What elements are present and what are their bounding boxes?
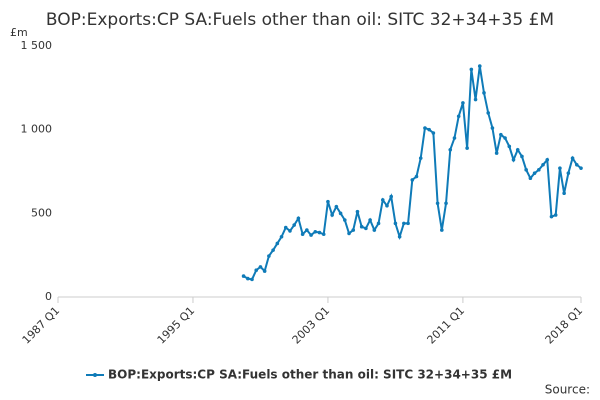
point: [359, 224, 364, 229]
point: [385, 204, 389, 208]
y-tick-label: 0: [45, 290, 52, 303]
point: [406, 221, 410, 226]
y-unit: £m: [10, 26, 28, 39]
point: [431, 131, 436, 135]
point: [515, 147, 520, 152]
point: [541, 163, 545, 167]
y-tick-label: 1 500: [21, 39, 53, 52]
point: [262, 269, 267, 273]
point: [553, 213, 558, 217]
point: [372, 228, 377, 232]
line: [243, 65, 582, 281]
point: [558, 166, 562, 170]
point: [477, 64, 482, 68]
point: [537, 168, 541, 172]
point: [511, 157, 516, 162]
point: [499, 132, 503, 137]
point: [351, 228, 356, 232]
x-tick-label: 2018 Q1: [543, 304, 586, 347]
point: [456, 114, 461, 119]
point: [271, 248, 275, 252]
point: [503, 136, 507, 140]
x-tick-label: 2003 Q1: [290, 304, 333, 347]
point: [482, 91, 486, 95]
point: [440, 228, 444, 232]
point: [258, 265, 263, 269]
point: [402, 221, 406, 226]
point: [461, 101, 465, 105]
point: [317, 230, 322, 235]
point: [254, 268, 259, 273]
x-tick-label: 2011 Q1: [425, 304, 468, 347]
point: [368, 218, 372, 222]
point: [486, 111, 491, 115]
point: [528, 176, 533, 180]
point: [296, 216, 301, 221]
point: [423, 126, 427, 130]
point: [250, 277, 254, 282]
point: [465, 146, 469, 150]
y-tick-label: 1 000: [21, 123, 53, 136]
point: [283, 225, 288, 230]
point: [380, 198, 385, 202]
point: [393, 221, 398, 226]
point: [579, 166, 583, 170]
point: [566, 171, 571, 175]
point: [448, 147, 453, 152]
chart-title: BOP:Exports:CP SA:Fuels other than oil: …: [46, 10, 554, 30]
point: [490, 126, 495, 130]
point: [562, 191, 566, 196]
point: [313, 229, 318, 234]
point: [452, 136, 457, 140]
point: [545, 157, 550, 162]
point: [321, 232, 326, 237]
point: [330, 213, 334, 217]
point: [473, 97, 478, 102]
x-tick-label: 1987 Q1: [20, 304, 63, 347]
point: [364, 226, 368, 231]
point: [275, 241, 280, 246]
point: [267, 254, 271, 258]
point: [355, 209, 360, 214]
point: [389, 194, 394, 199]
point: [397, 234, 402, 239]
point: [494, 151, 499, 155]
point: [347, 231, 351, 236]
point: [343, 218, 347, 222]
point: [309, 233, 313, 237]
x-tick-label: 1995 Q1: [155, 304, 198, 347]
point: [418, 156, 423, 160]
point: [532, 171, 537, 175]
point: [338, 211, 343, 216]
source: Source:: [545, 383, 590, 397]
point: [410, 178, 415, 182]
point: [241, 274, 246, 278]
point: [507, 144, 512, 149]
point: [427, 127, 431, 132]
point: [279, 234, 284, 239]
legend-label: BOP:Exports:CP SA:Fuels other than oil: …: [108, 368, 512, 382]
point: [435, 201, 440, 206]
point: [469, 67, 474, 72]
point: [326, 199, 330, 204]
point: [444, 201, 448, 206]
point: [292, 223, 296, 227]
point: [334, 204, 339, 209]
legend-point: [93, 373, 97, 377]
point: [524, 168, 528, 172]
point: [549, 214, 554, 219]
point: [574, 163, 579, 167]
point: [376, 221, 381, 226]
point: [288, 229, 292, 233]
point: [570, 156, 575, 160]
point: [300, 232, 305, 237]
point: [245, 276, 250, 281]
point: [414, 174, 419, 179]
y-tick-label: 500: [31, 206, 52, 219]
point: [520, 154, 524, 159]
point: [305, 228, 309, 232]
